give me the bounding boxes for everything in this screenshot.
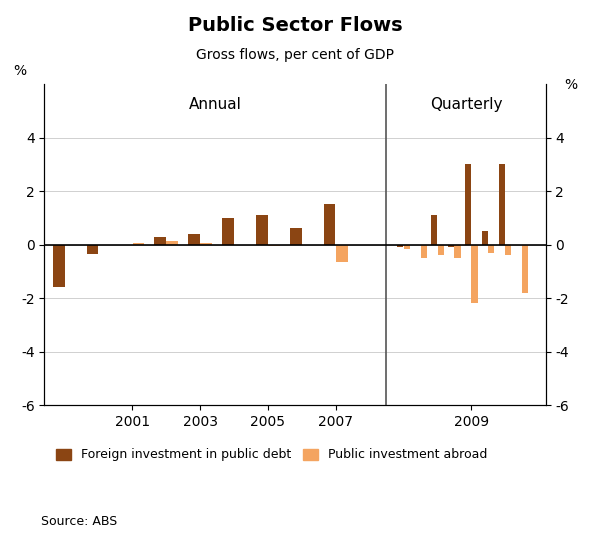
Bar <box>454 245 461 258</box>
Bar <box>505 245 512 255</box>
Bar <box>404 245 410 248</box>
Bar <box>522 245 528 293</box>
Bar <box>431 215 437 245</box>
Bar <box>481 231 488 245</box>
Text: Gross flows, per cent of GDP: Gross flows, per cent of GDP <box>196 48 394 62</box>
Bar <box>155 237 166 245</box>
Bar <box>133 243 145 245</box>
Bar <box>290 229 301 245</box>
Bar <box>465 164 471 245</box>
Bar <box>489 245 494 253</box>
Bar <box>201 243 212 245</box>
Text: Public Sector Flows: Public Sector Flows <box>188 16 402 35</box>
Bar <box>87 245 99 254</box>
Text: Source: ABS: Source: ABS <box>41 515 117 528</box>
Bar <box>397 245 403 247</box>
Bar <box>471 245 477 303</box>
Bar <box>222 218 234 245</box>
Bar <box>256 215 268 245</box>
Bar <box>336 245 348 262</box>
Bar <box>268 245 280 246</box>
Bar <box>421 245 427 258</box>
Text: Quarterly: Quarterly <box>430 98 502 112</box>
Bar <box>438 245 444 255</box>
Legend: Foreign investment in public debt, Public investment abroad: Foreign investment in public debt, Publi… <box>51 443 493 466</box>
Bar <box>53 245 64 287</box>
Text: Annual: Annual <box>189 98 242 112</box>
Bar <box>166 241 178 245</box>
Bar <box>448 245 454 247</box>
Bar <box>499 164 504 245</box>
Y-axis label: %: % <box>564 78 577 92</box>
Y-axis label: %: % <box>13 63 26 78</box>
Bar <box>323 205 336 245</box>
Bar <box>188 235 200 245</box>
